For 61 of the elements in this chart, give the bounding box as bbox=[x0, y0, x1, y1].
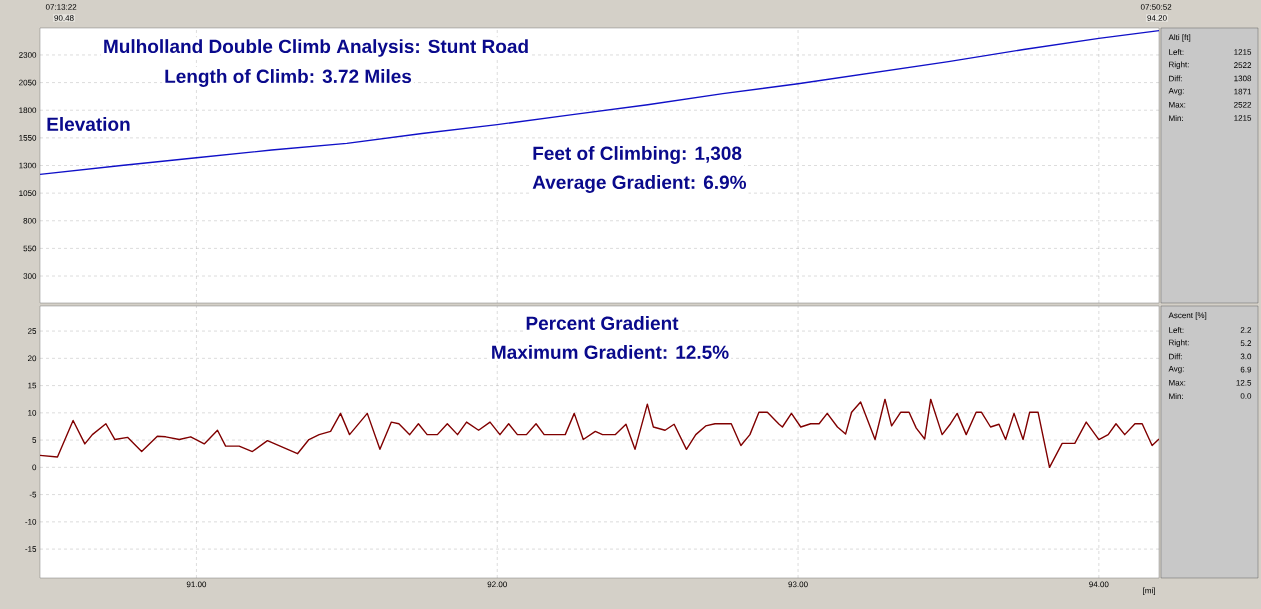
y-tick-label: -10 bbox=[25, 519, 37, 525]
text: Max: bbox=[1169, 380, 1186, 386]
text: 2522 bbox=[1234, 101, 1252, 108]
text: 5.2 bbox=[1240, 340, 1252, 347]
text: 12.5 bbox=[1236, 379, 1252, 386]
text: 1215 bbox=[1234, 115, 1252, 121]
text: 1308 bbox=[1234, 75, 1252, 82]
text: Max: bbox=[1169, 102, 1186, 108]
x-tick-label: 93.00 bbox=[788, 581, 808, 588]
y-tick-label: 10 bbox=[28, 410, 37, 416]
text: Min: bbox=[1169, 115, 1183, 121]
text: Diff: bbox=[1169, 353, 1182, 360]
text: 0.0 bbox=[1240, 393, 1252, 399]
text: 1871 bbox=[1234, 88, 1252, 95]
text: Right: bbox=[1169, 61, 1189, 69]
text: 94.20 bbox=[1147, 15, 1167, 21]
text: Right: bbox=[1169, 339, 1189, 347]
line-series bbox=[40, 398, 1160, 469]
x-tick-label: 94.00 bbox=[1089, 581, 1109, 588]
x-tick-label: 92.00 bbox=[487, 581, 507, 588]
y-tick-label: 1300 bbox=[19, 162, 37, 169]
y-tick-label: 1800 bbox=[19, 107, 37, 114]
y-tick-label: 300 bbox=[23, 273, 37, 279]
text: Left: bbox=[1169, 327, 1184, 333]
y-tick-label: 550 bbox=[23, 245, 37, 252]
annotation: Feet of Climbing: 1,308 bbox=[533, 146, 742, 164]
y-tick-label: 2300 bbox=[19, 52, 37, 58]
text: Diff: bbox=[1169, 75, 1182, 82]
text: Maximum Gradient: 12.5% bbox=[492, 345, 729, 359]
text: 07:50:52 bbox=[1140, 4, 1172, 10]
y-tick-label: -15 bbox=[25, 546, 37, 552]
text: 90.48 bbox=[54, 15, 74, 21]
annotation: Elevation bbox=[47, 117, 130, 131]
x-axis-title: [mi] bbox=[1143, 587, 1155, 595]
y-tick-label: 1550 bbox=[19, 135, 37, 141]
y-tick-label: 25 bbox=[27, 328, 37, 334]
text: Avg: bbox=[1168, 366, 1184, 374]
y-tick-label: 0 bbox=[32, 464, 37, 471]
x-tick-label: 91.00 bbox=[186, 581, 207, 588]
y-tick-label: 5 bbox=[32, 437, 37, 443]
text: 2.2 bbox=[1240, 327, 1252, 333]
y-tick-label: 15 bbox=[28, 382, 37, 389]
text: 07:13:22 bbox=[45, 4, 77, 10]
y-tick-label: 800 bbox=[23, 217, 37, 224]
y-tick-label: 2050 bbox=[19, 79, 37, 86]
text: Length of Climb: 3.72 Miles bbox=[165, 69, 412, 87]
text: 2522 bbox=[1234, 62, 1252, 69]
text: Min: bbox=[1169, 393, 1183, 399]
chart-title: Percent Gradient bbox=[526, 316, 679, 330]
y-tick-label: 1050 bbox=[19, 190, 37, 196]
text: 1215 bbox=[1234, 49, 1252, 55]
text: 3.0 bbox=[1240, 353, 1252, 360]
text: 6.9 bbox=[1240, 366, 1252, 373]
text: Alti [ft] bbox=[1168, 34, 1191, 42]
y-tick-label: -5 bbox=[29, 491, 37, 498]
text: Avg: bbox=[1168, 88, 1184, 96]
annotation: Average Gradient: 6.9% bbox=[532, 175, 747, 193]
text: Left: bbox=[1169, 49, 1184, 55]
text: Mulholland Double Climb Analysis: Stunt Road bbox=[104, 39, 528, 57]
y-tick-label: 20 bbox=[27, 355, 37, 362]
text: Ascent [%] bbox=[1168, 312, 1207, 320]
